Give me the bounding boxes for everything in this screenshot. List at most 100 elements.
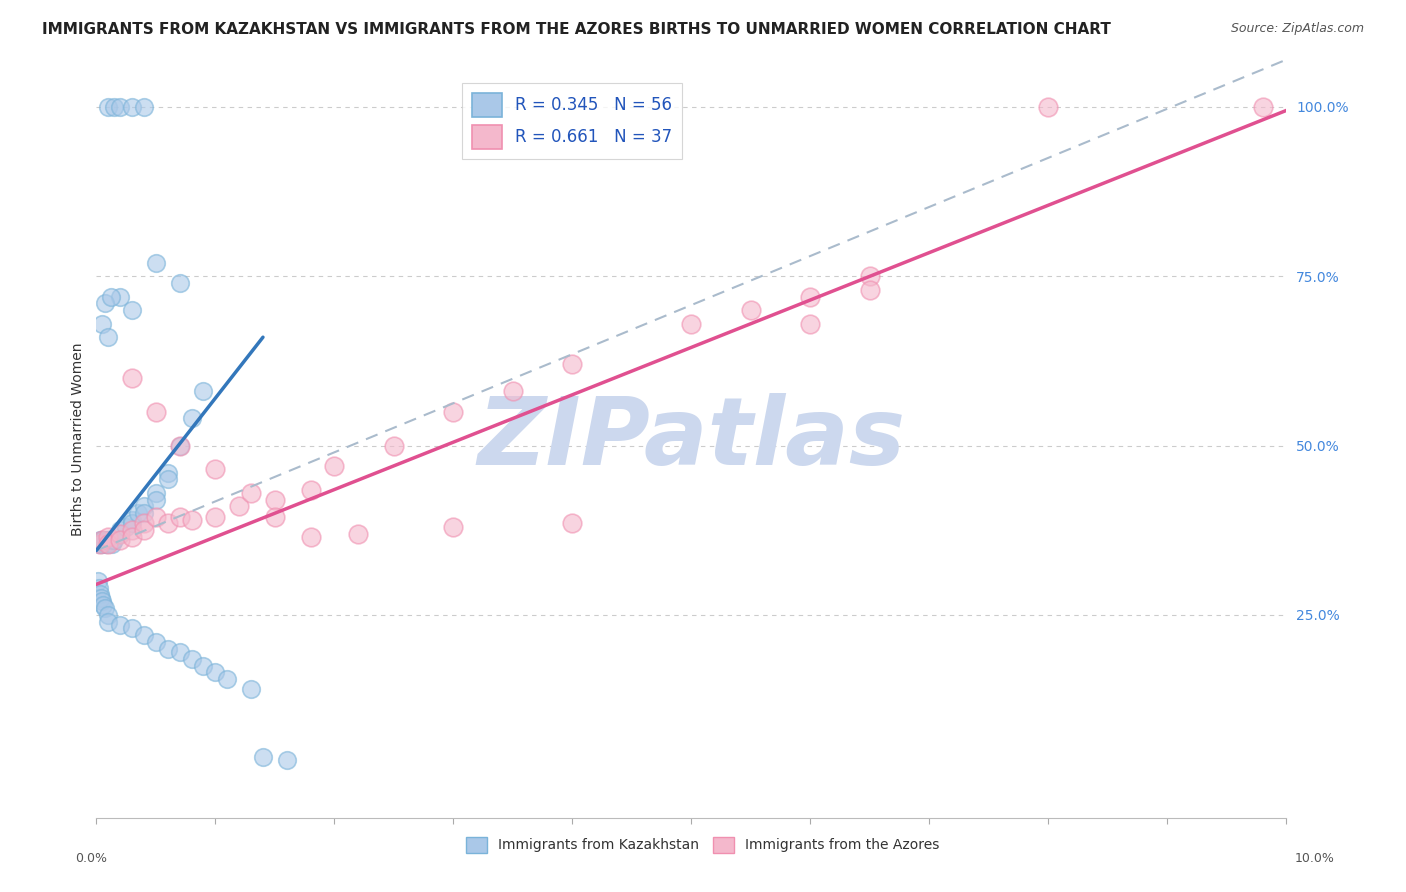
Point [156, 466, 179, 480]
Point [145, 486, 167, 500]
Point [180, 652, 202, 666]
Point [97, 615, 120, 629]
Point [97, 330, 120, 344]
Point [115, 520, 138, 534]
Text: IMMIGRANTS FROM KAZAKHSTAN VS IMMIGRANTS FROM THE AZORES BIRTHS TO UNMARRIED WOM: IMMIGRANTS FROM KAZAKHSTAN VS IMMIGRANTS… [42, 22, 1111, 37]
Point [132, 516, 155, 531]
Text: Source: ZipAtlas.com: Source: ZipAtlas.com [1230, 22, 1364, 36]
Point [121, 371, 143, 385]
Text: 0.0%: 0.0% [76, 852, 107, 865]
Point [323, 458, 346, 473]
Point [299, 530, 322, 544]
Point [127, 506, 149, 520]
Point [121, 516, 143, 531]
Point [169, 645, 191, 659]
Point [100, 533, 122, 548]
Point [145, 405, 167, 419]
Point [156, 641, 179, 656]
Text: ZIPatlas: ZIPatlas [478, 392, 905, 484]
Point [86, 574, 108, 588]
Point [89, 587, 111, 601]
Point [156, 472, 179, 486]
Point [145, 256, 167, 270]
Point [132, 628, 155, 642]
Point [108, 526, 131, 541]
Point [89, 537, 111, 551]
Point [252, 750, 274, 764]
Point [169, 276, 191, 290]
Point [276, 753, 298, 767]
Point [108, 100, 131, 114]
Point [859, 283, 882, 297]
Point [97, 530, 120, 544]
Point [204, 665, 226, 680]
Point [145, 492, 167, 507]
Point [145, 635, 167, 649]
Point [169, 438, 191, 452]
Point [97, 537, 120, 551]
Point [799, 317, 821, 331]
Point [93, 601, 115, 615]
Point [441, 520, 464, 534]
Point [180, 411, 202, 425]
Point [1038, 100, 1060, 114]
Point [193, 658, 215, 673]
Point [91, 537, 114, 551]
Point [121, 523, 143, 537]
Point [561, 516, 583, 531]
Point [87, 581, 110, 595]
Point [89, 533, 111, 548]
Point [169, 438, 191, 452]
Point [502, 384, 524, 399]
Point [217, 672, 239, 686]
Point [108, 618, 131, 632]
Point [93, 598, 115, 612]
Point [121, 530, 143, 544]
Legend: Immigrants from Kazakhstan, Immigrants from the Azores: Immigrants from Kazakhstan, Immigrants f… [461, 831, 945, 858]
Point [441, 405, 464, 419]
Point [108, 523, 131, 537]
Point [93, 296, 115, 310]
Point [263, 509, 285, 524]
Point [108, 289, 131, 303]
Point [240, 486, 263, 500]
Point [132, 506, 155, 520]
Point [859, 269, 882, 284]
Point [93, 537, 115, 551]
Point [240, 682, 263, 697]
Point [681, 317, 703, 331]
Point [100, 289, 122, 303]
Point [799, 289, 821, 303]
Point [98, 533, 121, 548]
Point [93, 533, 115, 548]
Point [561, 357, 583, 371]
Point [91, 317, 114, 331]
Point [91, 594, 114, 608]
Point [101, 533, 124, 548]
Point [97, 607, 120, 622]
Point [132, 100, 155, 114]
Legend: R = 0.345   N = 56, R = 0.661   N = 37: R = 0.345 N = 56, R = 0.661 N = 37 [461, 83, 682, 159]
Point [87, 537, 110, 551]
Point [121, 303, 143, 318]
Point [108, 526, 131, 541]
Point [382, 438, 405, 452]
Point [204, 509, 226, 524]
Point [204, 462, 226, 476]
Point [132, 500, 155, 514]
Point [91, 533, 114, 548]
Point [1251, 100, 1274, 114]
Point [740, 303, 762, 318]
Point [180, 513, 202, 527]
Point [193, 384, 215, 399]
Point [103, 100, 125, 114]
Point [96, 537, 118, 551]
Point [299, 483, 322, 497]
Point [94, 533, 117, 548]
Point [108, 533, 131, 548]
Point [228, 500, 250, 514]
Point [97, 533, 120, 548]
Y-axis label: Births to Unmarried Women: Births to Unmarried Women [72, 342, 86, 535]
Text: 10.0%: 10.0% [1295, 852, 1334, 865]
Point [101, 537, 124, 551]
